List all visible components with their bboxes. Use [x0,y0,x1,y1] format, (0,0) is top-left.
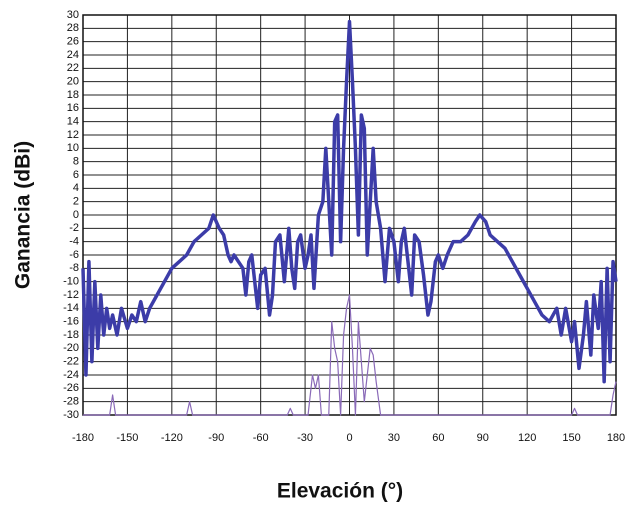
x-tick-label: 60 [432,432,444,444]
y-tick-label: -22 [63,356,79,368]
y-tick-label: -28 [63,396,79,408]
y-tick-label: -6 [69,249,79,261]
x-tick-label: 180 [607,432,625,444]
y-tick-label: 26 [67,36,79,48]
series-line [81,19,618,384]
y-tick-label: -24 [63,369,79,381]
x-tick-label: -150 [116,432,138,444]
y-tick-label: -20 [63,342,79,354]
plot-frame [82,14,617,416]
y-tick-label: 6 [73,169,79,181]
y-tick-label: 0 [73,209,79,221]
y-tick-label: 12 [67,129,79,141]
y-tick-label: -16 [63,316,79,328]
x-tick-label: 120 [518,432,536,444]
y-tick-label: -18 [63,329,79,341]
y-tick-label: -10 [63,276,79,288]
x-tick-label: -90 [208,432,224,444]
y-tick-label: 14 [67,116,79,128]
y-tick-label: 20 [67,76,79,88]
y-tick-label: -4 [69,236,79,248]
y-tick-label: -8 [69,262,79,274]
y-tick-label: -30 [63,409,79,421]
x-tick-label: -60 [253,432,269,444]
y-tick-label: 2 [73,196,79,208]
y-tick-label: -14 [63,302,79,314]
y-tick-label: 16 [67,102,79,114]
x-tick-label: -180 [72,432,94,444]
y-tick-label: 28 [67,22,79,34]
y-tick-label: -2 [69,222,79,234]
y-tick-label: 22 [67,62,79,74]
y-tick-label: 10 [67,142,79,154]
x-tick-label: 90 [477,432,489,444]
y-tick-label: 8 [73,156,79,168]
y-tick-label: -12 [63,289,79,301]
y-tick-label: 18 [67,89,79,101]
y-tick-label: 4 [73,182,79,194]
x-axis-title: Elevación (°) [277,480,403,503]
x-tick-label: 150 [562,432,580,444]
x-tick-label: -30 [297,432,313,444]
x-tick-label: -120 [161,432,183,444]
series-line [83,294,617,416]
x-tick-label: 30 [388,432,400,444]
x-tick-label: 0 [346,432,352,444]
y-axis-title: Ganancia (dBi) [12,141,35,289]
y-tick-label: -26 [63,382,79,394]
y-tick-label: 24 [67,49,79,61]
y-tick-label: 30 [67,9,79,21]
